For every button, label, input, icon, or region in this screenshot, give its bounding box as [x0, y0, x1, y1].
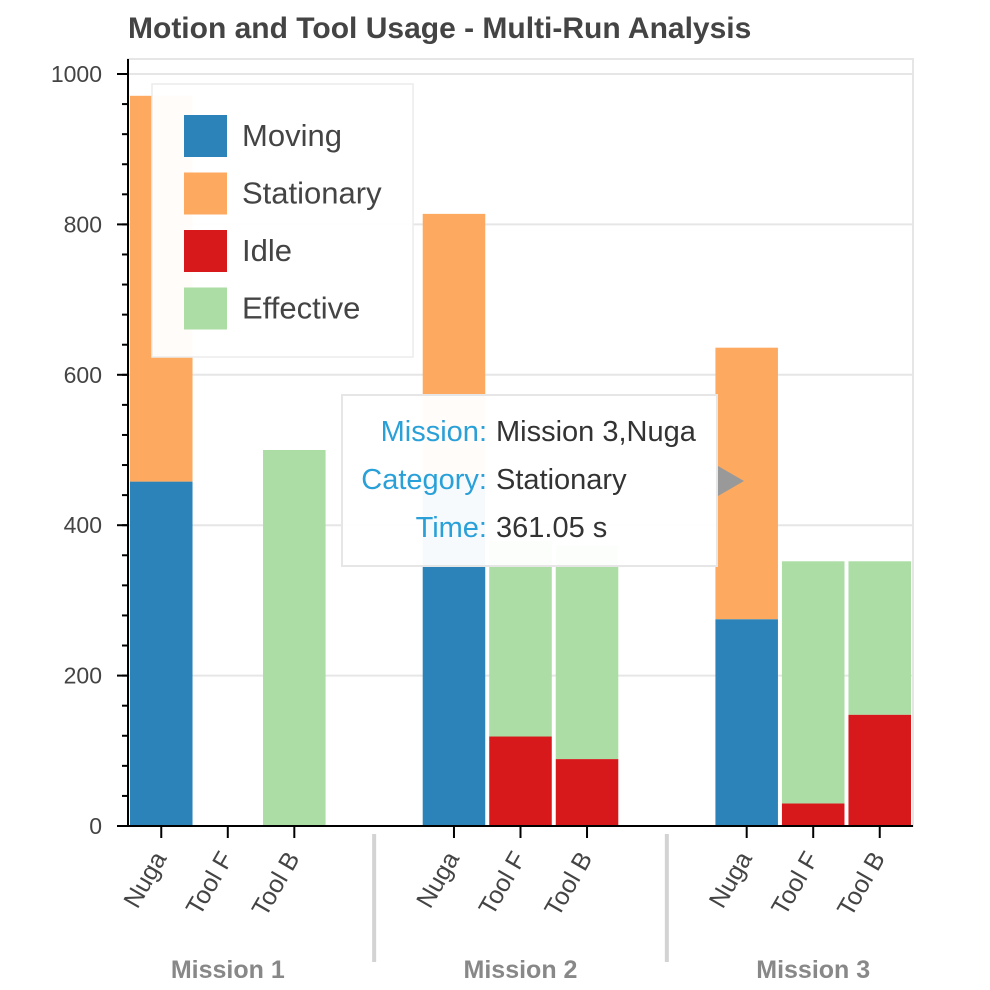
tooltip-key: Time:	[415, 512, 487, 544]
legend-swatch	[184, 287, 227, 330]
y-tick-label: 800	[64, 211, 102, 237]
group-label: Mission 2	[464, 956, 578, 984]
x-tick-label: Nuga	[411, 847, 465, 913]
bar-segment[interactable]	[129, 481, 193, 826]
legend-label: Moving	[242, 118, 342, 153]
group-label: Mission 3	[756, 956, 870, 984]
y-tick-label: 0	[89, 813, 102, 839]
y-tick-label: 400	[64, 512, 102, 538]
hover-tooltip: Mission: Mission 3,Nuga Category: Statio…	[341, 394, 718, 567]
tooltip-value: 361.05 s	[496, 512, 608, 544]
bar-segment[interactable]	[781, 803, 845, 826]
bar-segment[interactable]	[848, 714, 912, 826]
bar-segment[interactable]	[489, 540, 552, 737]
legend-swatch	[184, 230, 227, 272]
x-tick-label: Tool B	[247, 847, 306, 921]
x-tick-label: Tool F	[766, 847, 824, 920]
bar-segment[interactable]	[555, 545, 619, 760]
tooltip-value: Stationary	[496, 464, 627, 496]
x-tick-label: Nuga	[118, 847, 172, 913]
x-tick-label: Tool B	[832, 847, 891, 921]
chart-title: Motion and Tool Usage - Multi-Run Analys…	[128, 12, 751, 45]
group-label: Mission 1	[171, 956, 285, 984]
legend-label: Stationary	[242, 176, 382, 211]
tooltip-arrow	[718, 466, 744, 496]
y-tick-label: 1000	[51, 61, 102, 87]
tooltip-key: Category:	[361, 464, 487, 496]
tooltip-value: Mission 3,Nuga	[496, 416, 696, 448]
legend-swatch	[184, 172, 227, 215]
bar-segment[interactable]	[781, 561, 845, 804]
bar-segment[interactable]	[848, 561, 912, 715]
legend-label: Idle	[242, 233, 292, 268]
bar-segment[interactable]	[715, 619, 778, 826]
bar-segment[interactable]	[263, 450, 326, 826]
bar-segment[interactable]	[489, 736, 552, 826]
x-tick-label: Nuga	[704, 847, 758, 913]
tooltip-key: Mission:	[380, 416, 487, 448]
x-tick-label: Tool F	[473, 847, 531, 920]
x-tick-label: Tool F	[181, 847, 239, 920]
bar-segment[interactable]	[555, 759, 619, 826]
legend-label: Effective	[242, 291, 360, 326]
legend: Moving Stationary Idle Effective	[151, 83, 414, 358]
tooltip-row-category: Category: Stationary	[343, 464, 716, 504]
tooltip-row-mission: Mission: Mission 3,Nuga	[343, 416, 716, 456]
y-tick-label: 200	[64, 663, 102, 689]
y-tick-label: 600	[64, 362, 102, 388]
legend-swatch	[184, 115, 227, 157]
tooltip-row-time: Time: 361.05 s	[343, 512, 716, 552]
x-tick-label: Tool B	[539, 847, 598, 921]
